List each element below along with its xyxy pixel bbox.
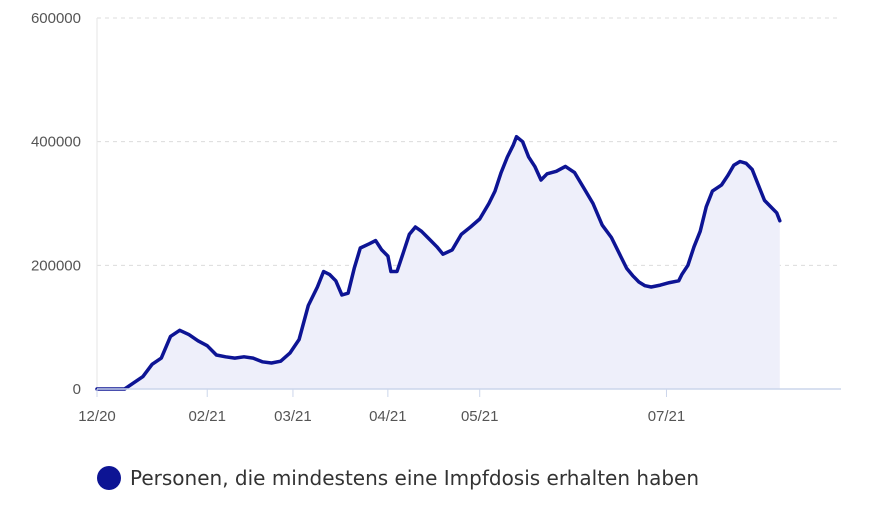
y-tick-label: 200000 [31, 257, 81, 274]
y-tick-label: 600000 [31, 10, 81, 27]
chart: 0 200000 400000 600000 12/20 02/21 03/21 04/21… [31, 10, 841, 425]
x-tick-label: 04/21 [369, 408, 407, 425]
x-tick-label: 12/20 [78, 408, 116, 425]
series-area [97, 136, 780, 389]
x-tick-label: 07/21 [648, 408, 686, 425]
y-tick-label: 0 [73, 381, 81, 398]
y-tick-label: 400000 [31, 134, 81, 151]
plot-area [95, 134, 782, 391]
series-line [95, 134, 782, 391]
legend[interactable]: Personen, die mindestens eine Impfdosis … [97, 466, 699, 490]
y-axis: 0 200000 400000 600000 [31, 10, 98, 398]
x-tick-label: 03/21 [274, 408, 312, 425]
legend-label: Personen, die mindestens eine Impfdosis … [130, 466, 700, 490]
legend-marker [97, 466, 121, 490]
x-tick-label: 05/21 [461, 408, 499, 425]
x-axis: 12/20 02/21 03/21 04/21 05/21 07/21 [78, 388, 841, 425]
x-tick-label: 02/21 [188, 408, 226, 425]
